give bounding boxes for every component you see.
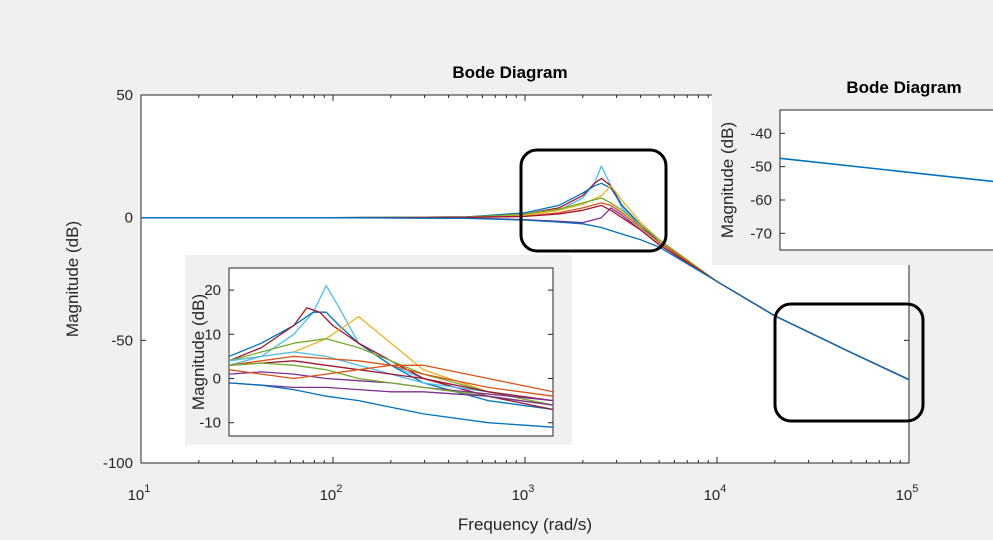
main-x-tick-exponent: 4	[720, 483, 726, 495]
resonance-inset-chart: 20 10 0 -10 Magnitude (dB)	[185, 255, 572, 445]
main-y-axis-label: Magnitude (dB)	[63, 221, 82, 337]
inset1-y-axis-label: Magnitude (dB)	[189, 294, 208, 410]
inset1-y-tick-label: -10	[199, 415, 221, 432]
inset1-series-line-2	[229, 311, 553, 411]
inset1-series-line-6	[229, 351, 553, 402]
main-plot-lines	[141, 165, 909, 381]
inset1-series-line-5	[229, 338, 553, 406]
resonance-highlight-box	[519, 148, 668, 253]
inset2-y-tick-label: -40	[750, 125, 772, 142]
inset1-series-line-12	[229, 382, 553, 406]
inset1-series-line-7	[229, 355, 553, 397]
inset2-series-line-1	[780, 157, 993, 183]
inset1-y-tick-label: 10	[204, 326, 221, 343]
inset2-y-tick-label: -60	[750, 192, 772, 209]
inset1-plot-lines	[229, 285, 553, 428]
inset1-series-line-13	[229, 382, 553, 428]
inset2-chart-title: Bode Diagram	[846, 78, 961, 97]
rolloff-highlight-box	[773, 302, 925, 423]
main-x-tick-exponent: 3	[528, 483, 534, 495]
inset1-series-line-11	[229, 364, 553, 393]
inset1-series-line-10	[229, 362, 553, 406]
inset2-plot-lines	[780, 157, 993, 183]
inset1-series-line-3	[229, 307, 553, 411]
inset1-y-tick-label: 0	[213, 371, 221, 388]
inset1-axes-box	[228, 267, 554, 437]
main-x-tick-exponent: 2	[336, 483, 342, 495]
inset2-ticks: -40 -50 -60 -70	[750, 125, 785, 242]
main-x-tick-exponent: 5	[912, 483, 918, 495]
main-x-axis-label: Frequency (rad/s)	[458, 515, 592, 534]
inset1-series-line-9	[229, 371, 553, 402]
inset2-y-tick-label: -50	[750, 159, 772, 176]
inset2-axes-box	[779, 109, 993, 251]
inset2-y-tick-label: -70	[750, 225, 772, 242]
main-y-tick-label: 0	[125, 210, 133, 227]
main-chart-title: Bode Diagram	[452, 63, 567, 82]
inset2-y-axis-label: Magnitude (dB)	[718, 122, 737, 238]
main-y-tick-label: 50	[116, 87, 133, 104]
inset1-y-tick-label: 20	[204, 282, 221, 299]
main-y-tick-label: -50	[111, 332, 133, 349]
main-y-tick-label: -100	[103, 455, 133, 472]
inset1-ticks: 20 10 0 -10	[199, 282, 553, 432]
main-series-line-9	[141, 217, 909, 381]
main-x-tick-exponent: 1	[144, 483, 150, 495]
rolloff-inset-chart: -40 -50 -60 -70 Bode Diagram Magnitude (dB)	[712, 65, 993, 265]
